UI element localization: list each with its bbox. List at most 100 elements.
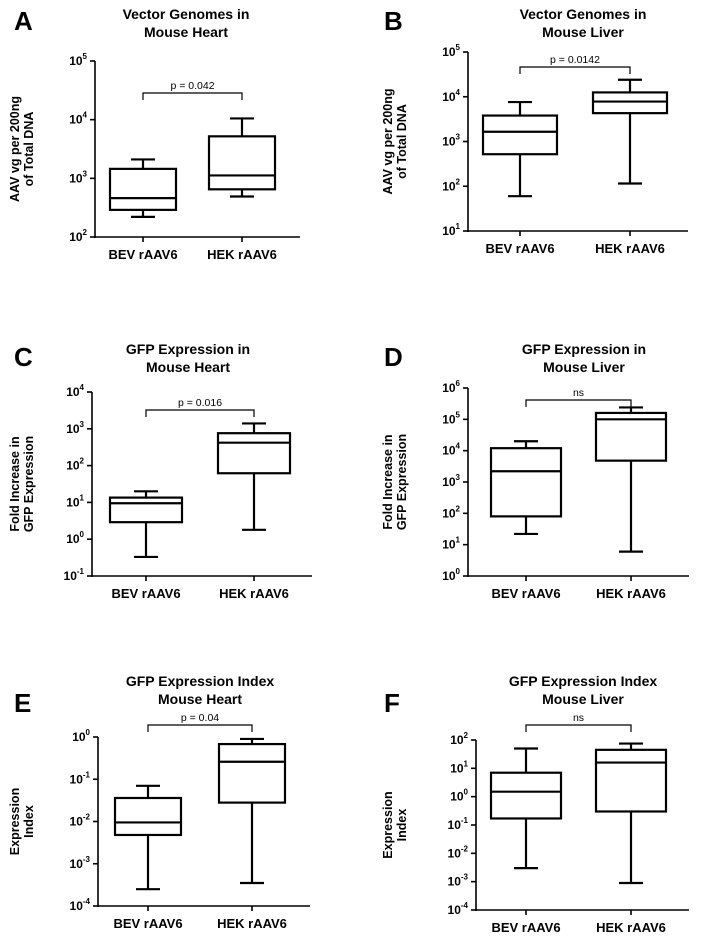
x-category-label: BEV rAAV6 bbox=[491, 586, 560, 601]
y-tick-label: 100 bbox=[450, 788, 468, 804]
y-axis-label-line: of Total DNA bbox=[22, 112, 36, 187]
y-axis-label-line: Index bbox=[22, 805, 36, 838]
significance-label: p = 0.0142 bbox=[550, 54, 600, 66]
y-tick-label: 106 bbox=[442, 379, 460, 395]
y-tick-label: 101 bbox=[450, 759, 468, 775]
x-category-label: HEK rAAV6 bbox=[596, 586, 666, 601]
x-category-label: HEK rAAV6 bbox=[595, 241, 665, 256]
x-category-label: BEV rAAV6 bbox=[108, 247, 177, 262]
y-tick-label: 102 bbox=[442, 504, 460, 520]
chart-title-line: GFP Expression in bbox=[126, 341, 250, 357]
x-category-label: BEV rAAV6 bbox=[485, 241, 554, 256]
y-axis-label-line: Expression bbox=[8, 788, 22, 855]
significance-bracket bbox=[145, 409, 255, 417]
y-tick-label: 100 bbox=[442, 567, 460, 583]
chart-title-line: Vector Genomes in bbox=[520, 6, 647, 22]
chart-title-line: Mouse Heart bbox=[146, 359, 230, 375]
y-tick-label: 105 bbox=[442, 43, 460, 59]
chart-title-line: Mouse Heart bbox=[144, 24, 228, 40]
y-tick-label: 10-3 bbox=[448, 873, 469, 889]
panel-letter: B bbox=[384, 6, 403, 36]
y-tick-label: 101 bbox=[442, 222, 460, 238]
y-tick-label: 103 bbox=[66, 420, 84, 436]
y-tick-label: 101 bbox=[442, 536, 460, 552]
y-tick-label: 10-2 bbox=[448, 844, 469, 860]
significance-bracket bbox=[147, 724, 253, 732]
y-tick-label: 10-4 bbox=[448, 901, 469, 917]
y-axis-label-line: of Total DNA bbox=[395, 104, 409, 179]
y-tick-label: 10-3 bbox=[70, 855, 91, 871]
y-axis-label-line: AAV vg per 200ng bbox=[381, 88, 395, 194]
y-tick-label: 103 bbox=[442, 133, 460, 149]
significance-bracket bbox=[519, 66, 631, 74]
chart-title-line: Vector Genomes in bbox=[123, 6, 250, 22]
y-axis-label-line: Fold Increase in bbox=[381, 434, 395, 529]
box-iqr bbox=[216, 432, 292, 475]
y-tick-label: 104 bbox=[69, 111, 87, 127]
x-category-label: HEK rAAV6 bbox=[207, 247, 277, 262]
significance-label: ns bbox=[573, 712, 584, 724]
y-tick-label: 103 bbox=[69, 169, 87, 185]
y-axis-label-line: AAV vg per 200ng bbox=[8, 96, 22, 202]
y-tick-label: 102 bbox=[66, 457, 84, 473]
chart-title-line: Mouse Heart bbox=[158, 691, 242, 707]
significance-label: p = 0.042 bbox=[170, 80, 214, 92]
box-iqr bbox=[108, 167, 178, 211]
y-tick-label: 10-1 bbox=[448, 816, 469, 832]
y-tick-label: 104 bbox=[442, 88, 460, 104]
y-axis-label-line: GFP Expression bbox=[22, 436, 36, 532]
y-tick-label: 100 bbox=[66, 530, 84, 546]
y-tick-label: 10-2 bbox=[70, 813, 91, 829]
box-iqr bbox=[217, 742, 287, 804]
y-tick-label: 102 bbox=[69, 228, 87, 244]
panel-letter: D bbox=[384, 342, 403, 372]
y-axis-label-line: Fold Increase in bbox=[8, 436, 22, 531]
y-tick-label: 105 bbox=[69, 52, 87, 68]
x-category-label: BEV rAAV6 bbox=[111, 586, 180, 601]
box-iqr bbox=[113, 796, 183, 837]
y-tick-label: 103 bbox=[442, 473, 460, 489]
box-iqr bbox=[108, 496, 184, 524]
y-axis-label-line: Expression bbox=[381, 791, 395, 858]
y-tick-label: 100 bbox=[72, 728, 90, 744]
y-tick-label: 105 bbox=[442, 410, 460, 426]
chart-title-line: Mouse Liver bbox=[542, 24, 624, 40]
chart-title-line: GFP Expression Index bbox=[126, 673, 275, 689]
panel-letter: F bbox=[384, 688, 400, 718]
chart-title-line: Mouse Liver bbox=[543, 359, 625, 375]
box-iqr bbox=[489, 447, 563, 518]
significance-label: p = 0.04 bbox=[181, 712, 219, 724]
significance-bracket bbox=[142, 92, 243, 100]
x-category-label: BEV rAAV6 bbox=[113, 916, 182, 931]
significance-label: p = 0.016 bbox=[178, 397, 222, 409]
significance-bracket bbox=[525, 399, 632, 407]
chart-title-line: GFP Expression in bbox=[522, 341, 646, 357]
box-iqr bbox=[591, 91, 669, 115]
chart-title-line: GFP Expression Index bbox=[509, 673, 658, 689]
y-tick-label: 104 bbox=[66, 383, 84, 399]
panel-letter: A bbox=[14, 6, 33, 36]
box-iqr bbox=[594, 411, 668, 462]
box-iqr bbox=[489, 771, 563, 820]
y-tick-label: 10-1 bbox=[64, 567, 85, 583]
chart-title-line: Mouse Liver bbox=[542, 691, 624, 707]
x-category-label: HEK rAAV6 bbox=[596, 920, 666, 935]
panel-letter: C bbox=[14, 342, 33, 372]
box-iqr bbox=[207, 135, 277, 191]
y-tick-label: 102 bbox=[450, 731, 468, 747]
x-category-label: HEK rAAV6 bbox=[217, 916, 287, 931]
y-axis-label-line: Index bbox=[395, 809, 409, 842]
significance-bracket bbox=[525, 724, 632, 732]
panel-letter: E bbox=[14, 688, 31, 718]
y-tick-label: 101 bbox=[66, 493, 84, 509]
y-axis-label-line: GFP Expression bbox=[395, 434, 409, 530]
significance-label: ns bbox=[573, 387, 584, 399]
box-iqr bbox=[481, 114, 559, 156]
box-iqr bbox=[594, 748, 668, 813]
x-category-label: BEV rAAV6 bbox=[491, 920, 560, 935]
x-category-label: HEK rAAV6 bbox=[219, 586, 289, 601]
y-tick-label: 104 bbox=[442, 442, 460, 458]
y-tick-label: 10-1 bbox=[70, 770, 91, 786]
y-tick-label: 102 bbox=[442, 177, 460, 193]
